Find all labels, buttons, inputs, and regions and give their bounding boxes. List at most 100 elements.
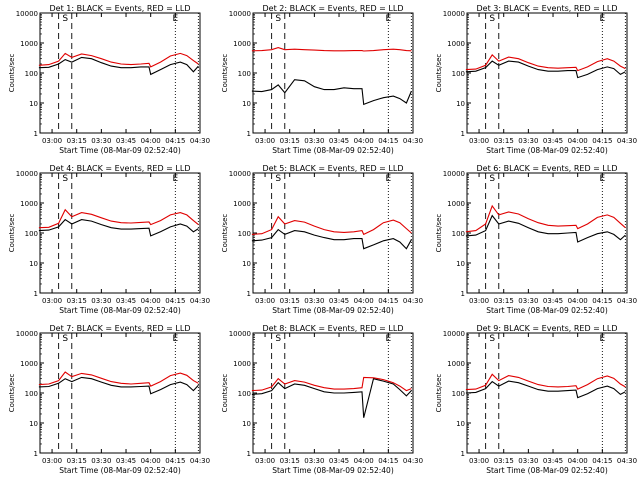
- y-tick-label: 10000: [229, 330, 251, 338]
- x-tick-label: 03:30: [304, 457, 324, 465]
- x-axis-label: Start Time (08-Mar-09 02:52:40): [486, 306, 608, 315]
- x-tick-label: 04:15: [378, 297, 398, 305]
- y-tick-label: 1: [247, 290, 251, 298]
- x-tick-label: 03:00: [255, 137, 275, 145]
- y-tick-label: 1000: [447, 40, 465, 48]
- x-tick-label: 03:30: [91, 457, 111, 465]
- series-events: [465, 214, 626, 243]
- plot-frame: [466, 332, 628, 454]
- x-tick-label: 04:00: [354, 297, 374, 305]
- start-marker: S: [489, 174, 495, 184]
- series-lld: [251, 215, 412, 236]
- panel-det-9: Det 9: BLACK = Events, RED = LLD 1 10 100 10…: [435, 324, 637, 475]
- x-tick-label: 04:30: [403, 297, 423, 305]
- series-events: [465, 60, 626, 79]
- x-tick-label: 03:30: [518, 457, 538, 465]
- series-lld: [465, 54, 626, 72]
- x-tick-label: 03:45: [329, 137, 349, 145]
- y-tick-label: 100: [452, 230, 465, 238]
- y-tick-label: 100: [238, 390, 251, 398]
- y-axis-label: Counts/sec: [435, 374, 443, 413]
- x-tick-label: 04:00: [141, 297, 161, 305]
- panel-det-4: Det 4: BLACK = Events, RED = LLD 1 10 100 10…: [8, 164, 210, 315]
- y-tick-label: 1000: [447, 200, 465, 208]
- y-tick-label: 1: [461, 130, 465, 138]
- panel-det-1: Det 1: BLACK = Events, RED = LLD 1 10 100 10…: [8, 4, 210, 155]
- y-tick-label: 10: [29, 260, 38, 268]
- x-tick-label: 03:00: [469, 457, 489, 465]
- y-tick-label: 100: [238, 230, 251, 238]
- y-tick-label: 10000: [443, 170, 465, 178]
- panel-title: Det 5: BLACK = Events, RED = LLD: [263, 164, 404, 173]
- x-tick-label: 03:45: [543, 297, 563, 305]
- x-tick-label: 03:45: [543, 457, 563, 465]
- panel-det-3: Det 3: BLACK = Events, RED = LLD 1 10 100 10…: [435, 4, 637, 155]
- y-tick-label: 1: [461, 450, 465, 458]
- x-tick-label: 04:15: [165, 137, 185, 145]
- end-marker: E: [599, 174, 605, 184]
- x-tick-label: 03:00: [255, 297, 275, 305]
- panel-title: Det 1: BLACK = Events, RED = LLD: [50, 4, 191, 13]
- y-tick-label: 1000: [20, 360, 38, 368]
- x-tick-label: 03:15: [67, 457, 87, 465]
- series-events: [38, 218, 199, 237]
- x-tick-label: 04:15: [378, 457, 398, 465]
- panel-title: Det 3: BLACK = Events, RED = LLD: [477, 4, 618, 13]
- y-tick-label: 10: [29, 100, 38, 108]
- x-tick-label: 04:00: [141, 137, 161, 145]
- x-tick-label: 04:00: [568, 457, 588, 465]
- x-tick-label: 03:00: [469, 137, 489, 145]
- y-tick-label: 1000: [233, 360, 251, 368]
- series-lld: [38, 208, 199, 229]
- series-events: [251, 79, 412, 106]
- x-tick-label: 03:45: [116, 297, 136, 305]
- y-tick-label: 10000: [443, 10, 465, 18]
- end-marker: E: [385, 14, 391, 24]
- x-tick-label: 04:15: [592, 297, 612, 305]
- x-tick-label: 04:00: [354, 457, 374, 465]
- y-tick-label: 100: [238, 70, 251, 78]
- series-lld: [465, 373, 626, 391]
- x-tick-label: 03:30: [304, 137, 324, 145]
- panel-title: Det 7: BLACK = Events, RED = LLD: [50, 324, 191, 333]
- x-tick-label: 03:45: [329, 457, 349, 465]
- y-tick-label: 10: [242, 420, 251, 428]
- series-events: [465, 380, 626, 399]
- plot-frame: [252, 12, 414, 134]
- x-tick-label: 03:45: [116, 457, 136, 465]
- y-tick-label: 100: [25, 70, 38, 78]
- x-tick-label: 03:15: [280, 137, 300, 145]
- y-tick-label: 10: [456, 420, 465, 428]
- x-axis-label: Start Time (08-Mar-09 02:52:40): [486, 466, 608, 475]
- x-axis-label: Start Time (08-Mar-09 02:52:40): [272, 146, 394, 155]
- y-tick-label: 1000: [20, 40, 38, 48]
- x-tick-label: 03:15: [67, 297, 87, 305]
- x-axis-label: Start Time (08-Mar-09 02:52:40): [59, 146, 181, 155]
- x-axis-label: Start Time (08-Mar-09 02:52:40): [486, 146, 608, 155]
- series-lld: [465, 204, 626, 233]
- y-tick-label: 1: [247, 130, 251, 138]
- x-tick-label: 03:30: [518, 137, 538, 145]
- plot-frame: [252, 172, 414, 294]
- y-tick-label: 1: [461, 290, 465, 298]
- x-tick-label: 03:15: [494, 137, 514, 145]
- panel-title: Det 8: BLACK = Events, RED = LLD: [263, 324, 404, 333]
- x-tick-label: 04:30: [403, 137, 423, 145]
- x-tick-label: 03:45: [329, 297, 349, 305]
- plot-frame: [39, 332, 201, 454]
- y-tick-label: 100: [452, 390, 465, 398]
- panel-title: Det 4: BLACK = Events, RED = LLD: [50, 164, 191, 173]
- x-axis-label: Start Time (08-Mar-09 02:52:40): [59, 306, 181, 315]
- start-marker: S: [275, 14, 281, 24]
- x-tick-label: 03:00: [469, 297, 489, 305]
- x-tick-label: 04:30: [617, 457, 637, 465]
- y-tick-label: 100: [452, 70, 465, 78]
- x-tick-label: 04:30: [190, 297, 210, 305]
- panel-det-2: Det 2: BLACK = Events, RED = LLD 1 10 100 10…: [221, 4, 423, 155]
- y-tick-label: 10000: [229, 170, 251, 178]
- x-tick-label: 03:15: [494, 457, 514, 465]
- y-tick-label: 1000: [233, 40, 251, 48]
- start-marker: S: [62, 334, 68, 344]
- x-tick-label: 03:30: [518, 297, 538, 305]
